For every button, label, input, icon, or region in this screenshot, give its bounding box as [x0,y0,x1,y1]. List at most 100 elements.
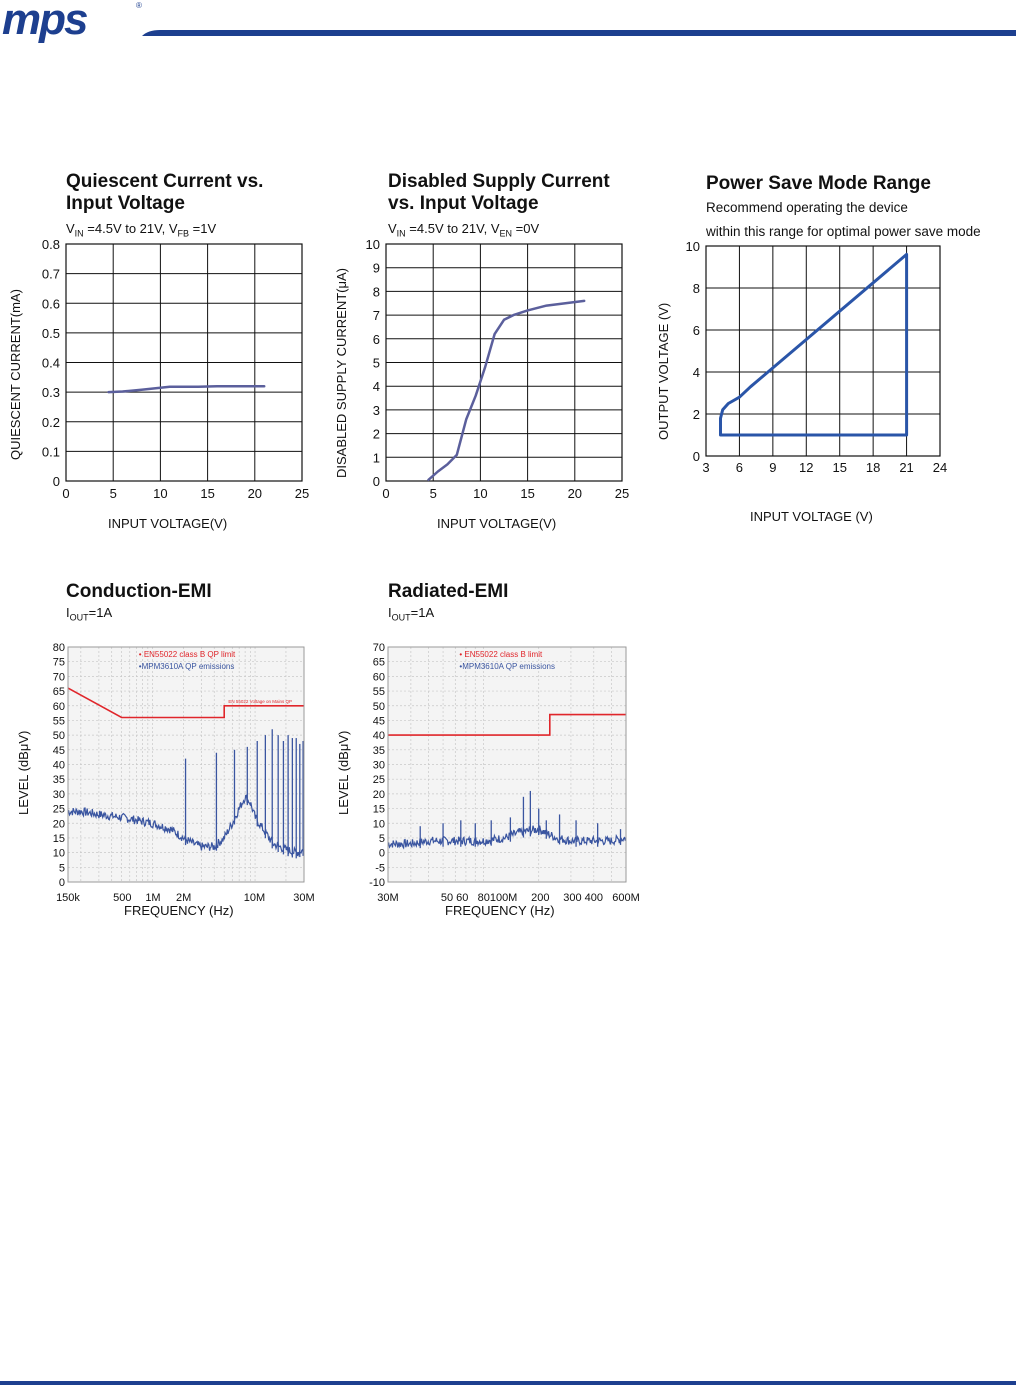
y-tick-label: 35 [53,774,65,786]
x-tick-label: 24 [933,460,947,475]
y-tick-label: 25 [373,774,385,786]
y-tick-label: 8 [373,284,380,299]
y-tick-label: 10 [366,237,380,252]
x-tick-label: 30M [377,892,398,904]
x-tick-label: 12 [799,460,813,475]
x-axis-title: FREQUENCY (Hz) [445,903,555,918]
chart-psm: Power Save Mode Range Recommend operatin… [650,160,1016,550]
chart-quiescent: Quiescent Current vs. Input Voltage VIN =… [0,160,330,550]
y-tick-label: 2 [373,427,380,442]
y-tick-label: 6 [693,323,700,338]
y-tick-label: 20 [53,818,65,830]
y-tick-label: 0.1 [42,444,60,459]
y-tick-label: 45 [373,715,385,727]
limit-note: EN 55022 Voltage on Mains QP [228,699,292,704]
chart-title: Disabled Supply Current vs. Input Voltage [388,171,610,214]
x-tick-label: 150k [56,892,80,904]
chart-condition: VIN =4.5V to 21V, VFB =1V [66,221,217,239]
y-tick-label: 5 [379,833,385,845]
y-tick-label: 6 [373,332,380,347]
plot-frame [65,243,303,482]
chart-title: Conduction-EMI [66,581,212,602]
plot-conduction: 0 5 10 15 20 25 30 35 40 45 50 55 60 65 70 75 80 150k 500 1… [53,642,315,904]
x-tick-label: 200 [531,892,549,904]
x-tick-label: 10M [244,892,265,904]
plot-radiated: -10 -5 0 5 10 15 20 25 30 35 40 45 50 55 60 65 70 30M 50 6… [369,642,640,904]
y-tick-label: 60 [53,701,65,713]
x-tick-label: 600M [612,892,640,904]
y-tick-label: 55 [53,715,65,727]
legend-emissions: •MPM3610A QP emissions [139,662,235,671]
x-tick-label: 2M [176,892,191,904]
chart-conduction-emi: Conduction-EMI IOUT=1A 0 5 10 15 20 25 30 35 40 4… [0,575,330,935]
y-tick-label: 40 [373,730,385,742]
y-tick-label: 25 [53,804,65,816]
plot-frame [705,245,941,457]
x-tick-label: 10 [473,486,487,501]
y-tick-label: 50 [373,701,385,713]
x-tick-label: 21 [899,460,913,475]
y-tick-label: 9 [373,261,380,276]
x-tick-label: 500 [113,892,131,904]
x-tick-label: 15 [520,486,534,501]
chart-condition: IOUT=1A [66,605,113,623]
registered-mark: ® [136,1,142,10]
chart-title: Power Save Mode Range [706,173,931,194]
series-disabled-current [427,299,586,482]
chart-title: Quiescent Current vs. Input Voltage [66,171,264,214]
y-tick-label: -5 [375,862,385,874]
x-tick-label: 9 [769,460,776,475]
x-tick-label: 25 [295,486,309,501]
y-tick-label: 1 [373,450,380,465]
y-tick-label: 15 [53,833,65,845]
y-tick-label: 8 [693,281,700,296]
plot-disabled: 0 5 10 15 20 25 0 1 2 3 4 5 6 7 8 9 10 [366,237,630,501]
series-emissions [387,825,627,850]
x-tick-label: 30M [293,892,314,904]
y-tick-label: 5 [373,356,380,371]
x-tick-label: 0 [62,486,69,501]
page-header: mps ® [2,0,1016,44]
y-axis-title: LEVEL (dBμV) [336,730,351,815]
series-limit [388,713,626,736]
x-tick-label: 15 [832,460,846,475]
chart-radiated-emi: Radiated-EMI IOUT=1A -10 -5 0 5 10 15 20 25 30 35… [330,575,660,935]
plot-frame [385,243,623,482]
y-tick-label: 0 [53,474,60,489]
y-tick-label: 10 [373,818,385,830]
y-tick-label: 0.6 [42,296,60,311]
x-tick-label: 6 [736,460,743,475]
chart-disabled: Disabled Supply Current vs. Input Voltage… [330,160,660,550]
plot-frame [67,646,305,883]
y-tick-label: 55 [373,686,385,698]
y-tick-label: 5 [59,862,65,874]
series-limit [67,687,304,719]
y-axis-title: LEVEL (dBμV) [16,730,31,815]
y-tick-label: 0 [59,877,65,889]
y-tick-label: 0.8 [42,237,60,252]
header-rule [142,30,1016,36]
series-quiescent-current [107,384,266,394]
x-tick-label: 300 400 [563,892,603,904]
y-axis-title: DISABLED SUPPLY CURRENT(μA) [334,268,349,478]
y-tick-label: 65 [53,686,65,698]
y-tick-label: 3 [373,403,380,418]
y-axis-title: QUIESCENT CURRENT(mA) [8,289,23,460]
y-tick-label: 75 [53,657,65,669]
x-tick-label: 5 [110,486,117,501]
x-tick-label: 50 60 [441,892,469,904]
x-tick-label: 3 [702,460,709,475]
x-axis-title: INPUT VOLTAGE(V) [108,516,228,531]
y-tick-label: 65 [373,657,385,669]
x-tick-label: 10 [153,486,167,501]
legend-limit: • EN55022 class B limit [459,650,543,659]
chart-condition: VIN =4.5V to 21V, VEN =0V [388,221,540,239]
y-tick-label: 0 [379,848,385,860]
plot-quiescent: 0 5 10 15 20 25 0 0.1 0.2 0.3 0.4 0.5 0.6 0.7 0.8 [42,237,309,501]
y-tick-label: 0.3 [42,385,60,400]
y-tick-label: 15 [373,804,385,816]
y-tick-label: 50 [53,730,65,742]
chart-title: Radiated-EMI [388,581,509,602]
chart-condition: IOUT=1A [388,605,435,623]
